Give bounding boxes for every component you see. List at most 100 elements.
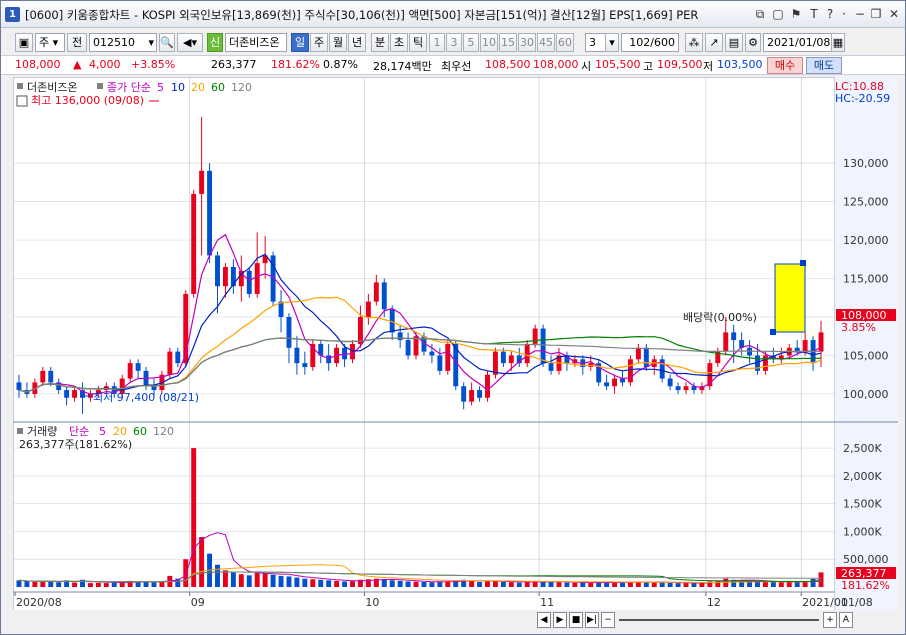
draw-icon[interactable]: ↗ [705,33,723,52]
candle-body [151,386,157,391]
volume-bar [16,580,22,587]
volume-bar [747,580,753,587]
target-box[interactable] [774,263,806,333]
current-price: 108,000 [15,58,61,71]
vol-ma20-label: 20 [113,425,127,438]
volume-bar [429,582,435,587]
candle-body [532,328,538,344]
volume-bar [540,581,546,587]
layout-icon[interactable]: ▣ [15,33,33,52]
candle-body [215,255,220,287]
interval-button-30[interactable]: 30 [518,33,536,52]
scroll-control-3[interactable]: ▶| [585,612,599,628]
scroll-control-0[interactable]: ◀ [537,612,551,628]
period-button-5[interactable]: 초 [390,33,408,52]
candle-body [230,267,236,287]
interval-button-60[interactable]: 60 [556,33,574,52]
screenshot-icon[interactable]: ▢ [772,7,784,21]
volume-bar [254,571,260,587]
volume-bar [24,581,30,587]
period-button-2[interactable]: 월 [329,33,347,52]
target-handle-top[interactable] [800,260,806,266]
interval-button-10[interactable]: 10 [480,33,498,52]
candle-body [659,359,665,379]
open-label: 시 [581,60,592,73]
search-icon[interactable]: 🔍 [159,33,175,52]
volume-bar [286,576,292,587]
chart-scrollbar[interactable]: ◀ ▶ ■ ▶| − + A [13,610,898,630]
prev-button[interactable]: 전 [67,33,87,52]
pin-icon[interactable]: ⚑ [790,7,802,21]
x-tick-label: 10 [365,596,379,609]
candle-body [604,382,610,387]
copy-icon[interactable]: ⧉ [755,7,765,21]
indicator-icon[interactable]: ⁂ [685,33,703,52]
volume-bar [461,579,467,587]
period-button-3[interactable]: 년 [348,33,366,52]
volume-bar [659,582,665,587]
volume-bar [48,581,54,587]
date-input[interactable]: 2021/01/08 [763,33,833,52]
restore-icon[interactable]: ❐ [870,7,882,21]
calendar-icon[interactable]: ▦ [831,33,845,52]
target-handle-bottom[interactable] [770,329,776,335]
settings-icon[interactable]: · [842,7,846,21]
scroll-control-6[interactable]: A [839,612,853,628]
buy-button[interactable]: 매수 [767,57,803,74]
interval-button-1[interactable]: 1 [429,33,445,52]
candle-body [437,355,443,371]
candle-body [286,317,292,348]
period-button-6[interactable]: 틱 [409,33,427,52]
sound-icon[interactable]: ◀▾ [177,33,203,52]
save-icon[interactable]: ▤ [725,33,743,52]
candle-body [191,193,197,294]
volume-bar [580,582,586,587]
period-button-1[interactable]: 주 [310,33,328,52]
close-icon[interactable]: ✕ [888,7,900,21]
config-icon[interactable]: ⚙ [745,33,761,52]
interval-dropdown-icon[interactable]: ▾ [605,33,619,52]
candle-body [548,363,554,371]
candle-body [524,343,530,364]
sell-button[interactable]: 매도 [806,57,842,74]
scroll-control-2[interactable]: ■ [569,612,583,628]
period-select[interactable]: 주 ▾ [35,33,65,52]
font-icon[interactable]: T [810,7,818,21]
interval-button-3[interactable]: 3 [446,33,462,52]
minimize-icon[interactable]: − [854,7,866,21]
stock-name: 더존비즈온 [225,33,287,52]
count-input[interactable]: 102/600 [621,33,679,52]
volume-bar [556,582,562,587]
stock-code-input[interactable]: 012510 ▾ [89,33,157,52]
price-chart[interactable]: 130,000125,000120,000115,000110,000105,0… [13,77,898,611]
candle-body [64,390,70,398]
candle-body [500,351,506,364]
scroll-control-5[interactable]: + [823,612,837,628]
zoom-track[interactable] [619,619,819,621]
scroll-control-1[interactable]: ▶ [553,612,567,628]
volume-bar [723,578,729,587]
interval-button-5[interactable]: 5 [463,33,479,52]
volume-bar [778,582,784,587]
interval-button-45[interactable]: 45 [537,33,555,52]
candle-body [119,378,125,394]
volume-bar [230,572,236,587]
volume-bar [119,582,125,587]
x-tick-label: 2020/08 [16,596,62,609]
lc-label: LC:10.88 [835,80,884,93]
period-button-0[interactable]: 일 [291,33,309,52]
candle-body [564,355,570,364]
volume-bar [222,570,228,587]
volume-bar [381,579,387,587]
window-title: [0600] 키움종합차트 - KOSPI 외국인보유[13,869(천)] 주… [25,8,699,22]
volume-bar [500,582,506,587]
candle-body [278,301,284,317]
volume-bar [103,583,109,587]
period-button-4[interactable]: 분 [371,33,389,52]
interval-button-15[interactable]: 15 [499,33,517,52]
scroll-control-4[interactable]: − [601,612,615,628]
help-icon[interactable]: ? [826,7,834,21]
grid-toggle-icon[interactable] [16,95,28,107]
candle-body [56,382,62,391]
name-badge: 신 [207,33,223,52]
